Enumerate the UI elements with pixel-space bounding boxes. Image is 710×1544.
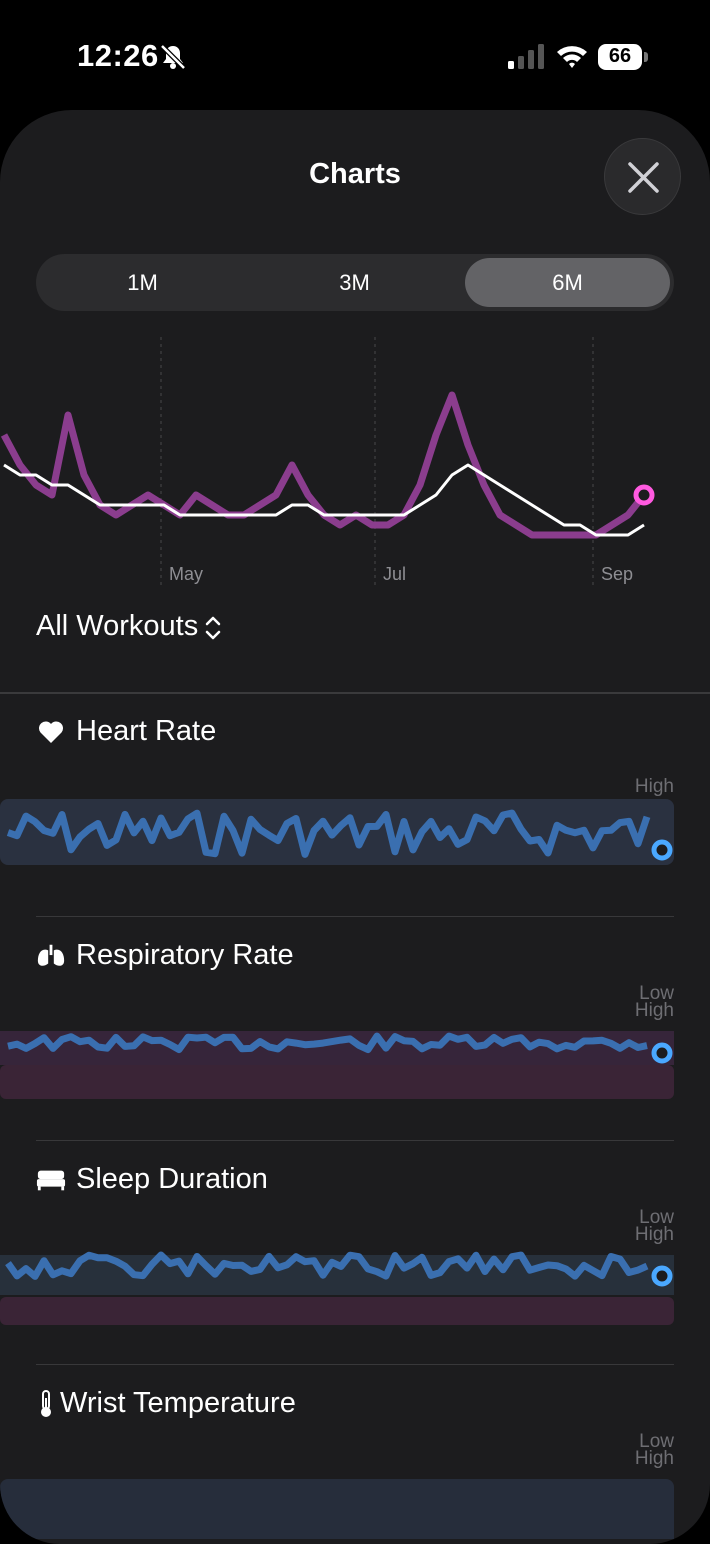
metric-header: Sleep Duration	[36, 1163, 268, 1196]
workout-filter-button[interactable]: All Workouts	[36, 610, 222, 643]
bell-slash-icon	[160, 44, 186, 70]
wifi-icon	[557, 46, 587, 68]
bed-icon	[36, 1165, 66, 1195]
metric-title: Heart Rate	[76, 715, 217, 747]
battery-percent: 66	[608, 45, 632, 67]
low-label: Low	[639, 1207, 674, 1228]
row-divider	[36, 1364, 674, 1365]
battery-cap	[644, 52, 648, 62]
cellular-signal-icon	[508, 44, 544, 69]
low-label: Low	[639, 1431, 674, 1452]
chevron-up-down-icon	[205, 616, 221, 639]
metric-title: Sleep Duration	[76, 1163, 268, 1195]
workout-filter-label: All Workouts	[36, 610, 199, 642]
x-tick-label: Jul	[383, 564, 407, 584]
x-tick-label: May	[169, 564, 204, 584]
range-tab-3m[interactable]: 3M	[339, 270, 370, 295]
close-button[interactable]	[604, 138, 681, 215]
heart-icon	[36, 717, 66, 747]
series-line-average	[3, 463, 645, 537]
battery-indicator: 66	[598, 44, 648, 70]
heart-rate-sparkline	[0, 799, 674, 865]
metric-header: Respiratory Rate	[36, 939, 294, 972]
metric-header: Heart Rate	[36, 715, 216, 748]
range-tab-6m[interactable]: 6M	[465, 258, 670, 307]
range-segmented-control: 1M 3M 6M	[36, 254, 674, 311]
x-tick-label: Sep	[601, 564, 634, 584]
sheet-title: Charts	[309, 158, 401, 190]
high-label: High	[634, 776, 674, 797]
wrist-temperature-sparkline	[0, 1479, 674, 1539]
metric-title: Respiratory Rate	[76, 939, 294, 971]
charts-sheet: Charts 1M 3M 6M May Jul Sep All Workouts	[0, 110, 710, 1544]
high-label: High	[634, 1224, 674, 1245]
section-divider	[0, 692, 710, 694]
range-tab-1m[interactable]: 1M	[127, 270, 158, 295]
battery-body	[598, 44, 642, 70]
trend-chart	[0, 337, 655, 585]
row-divider	[36, 916, 674, 917]
high-label: High	[634, 1448, 674, 1469]
metric-title: Wrist Temperature	[60, 1387, 296, 1419]
lungs-icon	[36, 941, 66, 971]
sleep-duration-sparkline	[0, 1251, 674, 1325]
respiratory-rate-sparkline	[0, 1031, 674, 1099]
status-bar: 12:26 66	[0, 0, 710, 110]
high-label: High	[634, 1000, 674, 1021]
current-point	[633, 484, 655, 506]
close-icon	[628, 162, 659, 193]
low-label: Low	[639, 983, 674, 1004]
thermometer-icon	[36, 1389, 56, 1419]
metric-header: Wrist Temperature	[36, 1387, 296, 1420]
clock: 12:26	[77, 38, 159, 73]
row-divider	[36, 1140, 674, 1141]
